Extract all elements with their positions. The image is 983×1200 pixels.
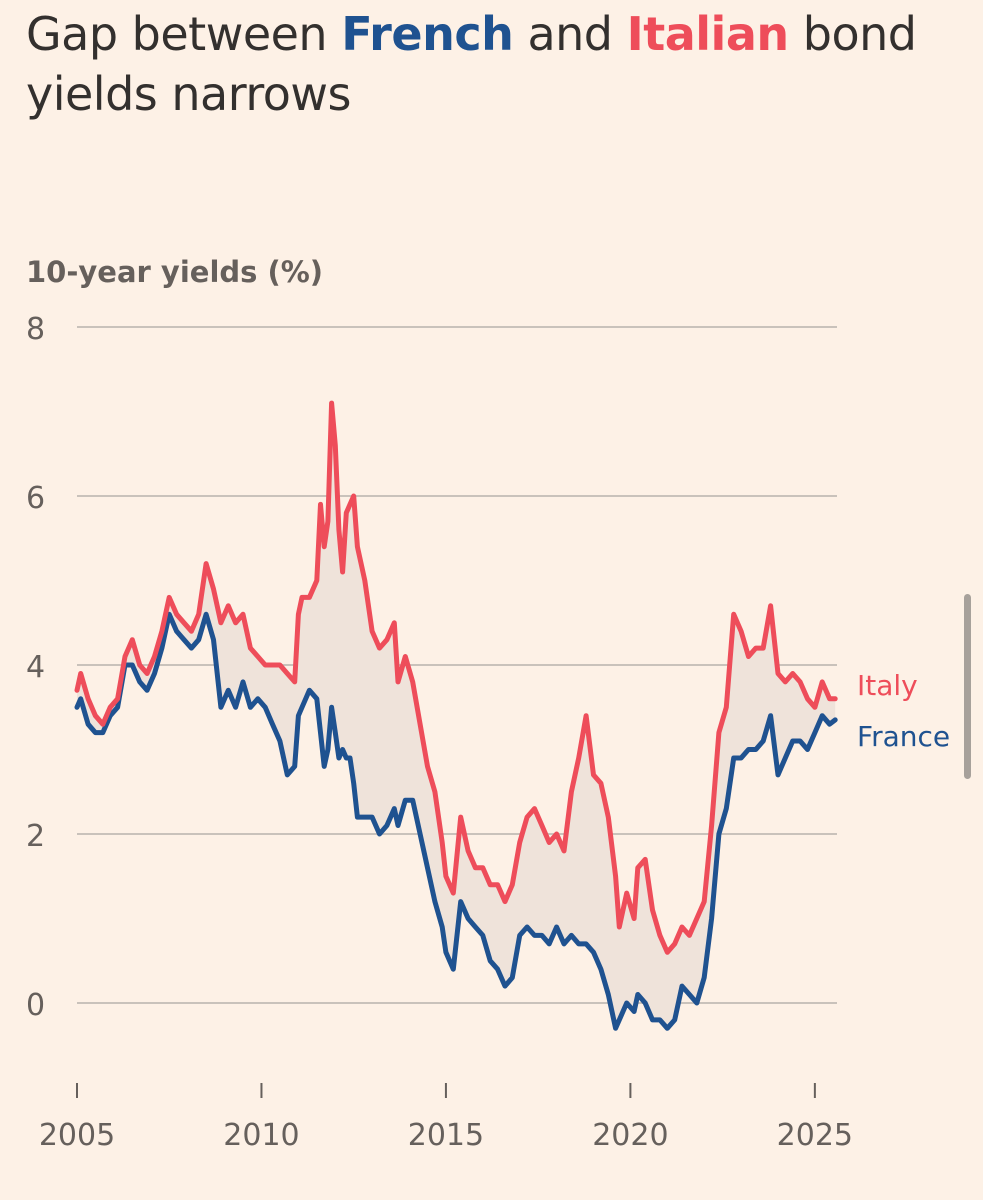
title-italian: Italian bbox=[626, 7, 789, 61]
y-tick-label: 0 bbox=[26, 988, 45, 1023]
y-tick-label: 2 bbox=[26, 819, 45, 854]
title-part-3: bond yields narrows bbox=[26, 7, 917, 121]
y-axis-label: 10-year yields (%) bbox=[26, 255, 323, 289]
series-lines bbox=[74, 400, 838, 1031]
series-labels: Italy France bbox=[857, 669, 950, 753]
france-line bbox=[74, 611, 838, 1031]
title-part-2: and bbox=[513, 7, 627, 61]
x-tick-label: 2010 bbox=[223, 1118, 299, 1153]
x-tick-label: 2020 bbox=[592, 1118, 668, 1153]
y-tick-labels: 8 6 4 2 0 bbox=[26, 312, 45, 1023]
scrollbar[interactable] bbox=[964, 594, 971, 779]
chart-title: Gap between French and Italian bond yiel… bbox=[26, 4, 956, 124]
title-french: French bbox=[341, 7, 514, 61]
x-axis: 2005 2010 2015 2020 2025 bbox=[39, 1083, 853, 1153]
y-tick-label: 8 bbox=[26, 312, 45, 347]
france-label: France bbox=[857, 720, 950, 753]
italy-line bbox=[74, 400, 838, 955]
italy-label: Italy bbox=[857, 669, 918, 702]
title-part-1: Gap between bbox=[26, 7, 342, 61]
x-tick-label: 2025 bbox=[777, 1118, 853, 1153]
y-tick-label: 4 bbox=[26, 650, 45, 685]
y-tick-label: 6 bbox=[26, 481, 45, 516]
x-tick-label: 2015 bbox=[408, 1118, 484, 1153]
x-tick-label: 2005 bbox=[39, 1118, 115, 1153]
